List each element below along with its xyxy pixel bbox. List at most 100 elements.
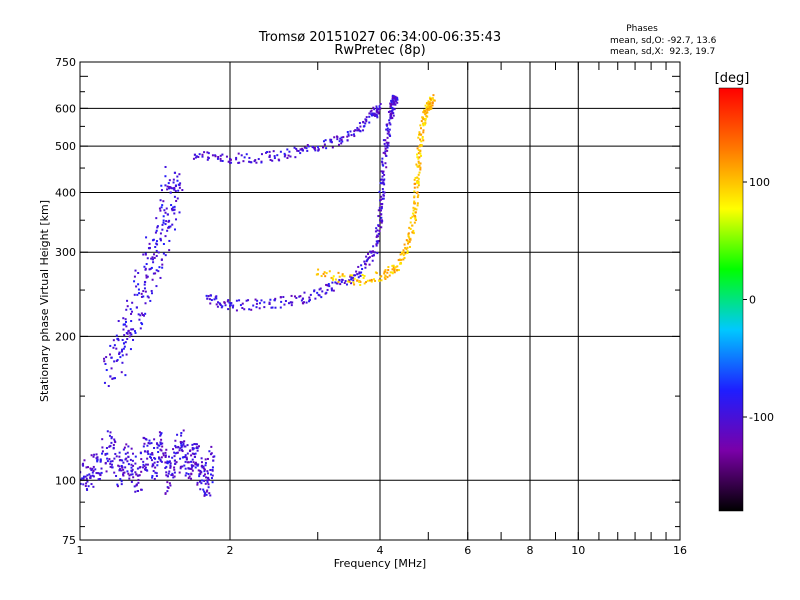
data-point <box>383 142 386 145</box>
data-point <box>180 432 183 435</box>
data-point <box>206 297 209 300</box>
data-point <box>162 454 165 457</box>
data-point <box>155 474 158 477</box>
data-point <box>118 353 121 356</box>
data-point <box>172 448 175 451</box>
data-point <box>362 125 365 128</box>
data-point <box>194 452 197 455</box>
data-point <box>151 292 154 295</box>
data-point <box>126 338 129 341</box>
data-point <box>383 183 386 186</box>
data-point <box>383 276 386 279</box>
data-point <box>417 194 420 197</box>
data-point <box>171 187 174 190</box>
data-point <box>422 129 425 132</box>
data-point <box>352 279 355 282</box>
data-point <box>349 274 352 277</box>
data-point <box>419 162 422 165</box>
data-point <box>142 436 145 439</box>
data-point <box>368 112 371 115</box>
data-point <box>166 188 169 191</box>
data-point <box>263 306 266 309</box>
data-point <box>327 283 330 286</box>
data-point <box>110 437 113 440</box>
data-point <box>426 108 429 111</box>
data-point <box>142 253 145 256</box>
data-point <box>270 306 273 309</box>
data-point <box>158 266 161 269</box>
data-point <box>171 456 174 459</box>
data-point <box>89 475 92 478</box>
data-point <box>375 113 378 116</box>
data-point <box>172 178 175 181</box>
data-point <box>159 443 162 446</box>
data-point <box>159 433 162 436</box>
data-point <box>238 299 241 302</box>
data-point <box>130 480 133 483</box>
data-point <box>140 470 143 473</box>
data-point <box>421 136 424 139</box>
data-point <box>123 471 126 474</box>
data-point <box>273 299 276 302</box>
data-point <box>386 143 389 146</box>
data-point <box>110 436 113 439</box>
data-point <box>153 461 156 464</box>
data-point <box>138 318 141 321</box>
data-point <box>140 292 143 295</box>
data-point <box>362 276 365 279</box>
data-point <box>346 135 349 138</box>
data-point <box>318 294 321 297</box>
data-point <box>411 212 414 215</box>
data-point <box>134 490 137 493</box>
data-point <box>148 442 151 445</box>
data-point <box>273 157 276 160</box>
data-point <box>373 251 376 254</box>
data-point <box>112 447 115 450</box>
data-point <box>110 367 113 370</box>
data-point <box>82 483 85 486</box>
data-point <box>273 155 276 158</box>
data-point <box>178 471 181 474</box>
data-point <box>92 455 95 458</box>
data-point <box>417 160 420 163</box>
data-point <box>146 451 149 454</box>
data-point <box>106 430 109 433</box>
data-point <box>145 463 148 466</box>
data-point <box>382 181 385 184</box>
data-point <box>341 140 344 143</box>
data-point <box>180 442 183 445</box>
data-point <box>203 494 206 497</box>
data-point <box>164 175 167 178</box>
data-point <box>430 107 433 110</box>
data-point <box>384 269 387 272</box>
data-point <box>424 123 427 126</box>
data-point <box>332 275 335 278</box>
data-point <box>115 334 118 337</box>
data-point <box>417 182 420 185</box>
data-point <box>131 310 134 313</box>
data-point <box>145 263 148 266</box>
data-point <box>238 161 241 164</box>
data-point <box>397 259 400 262</box>
data-point <box>379 102 382 105</box>
data-point <box>173 468 176 471</box>
data-point <box>300 299 303 302</box>
data-point <box>389 117 392 120</box>
data-point <box>415 208 418 211</box>
data-point <box>429 97 432 100</box>
data-point <box>235 309 238 312</box>
data-point <box>157 451 160 454</box>
data-point <box>370 278 373 281</box>
data-point <box>85 482 88 485</box>
data-point <box>288 150 291 153</box>
data-point <box>303 291 306 294</box>
data-point <box>160 438 163 441</box>
data-point <box>173 195 176 198</box>
data-point <box>174 446 177 449</box>
data-point <box>376 115 379 118</box>
data-point <box>370 251 373 254</box>
data-point <box>155 229 158 232</box>
data-point <box>416 176 419 179</box>
data-point <box>154 471 157 474</box>
data-point <box>142 460 145 463</box>
